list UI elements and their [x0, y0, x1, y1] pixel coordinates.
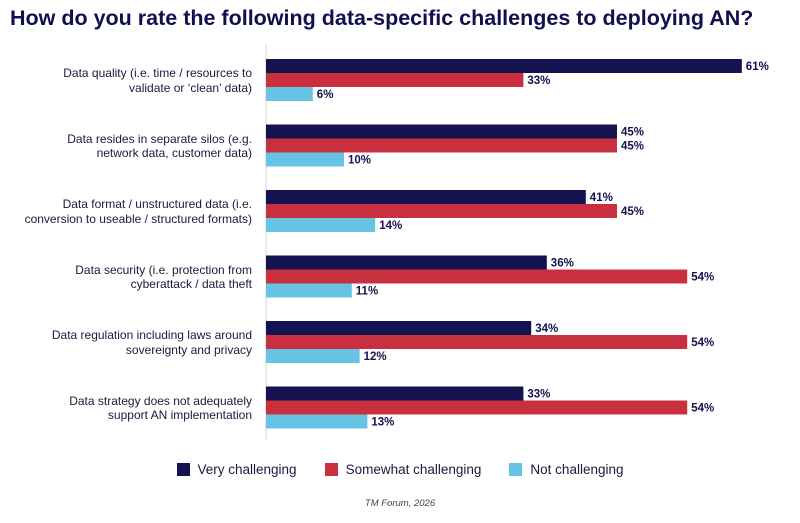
bar-somewhat-challenging — [266, 204, 617, 218]
bar-somewhat-challenging — [266, 73, 524, 87]
bar-very-challenging — [266, 124, 617, 139]
bar-very-challenging — [266, 190, 586, 204]
data-label: 12% — [364, 351, 387, 363]
legend: Very challenging Somewhat challenging No… — [0, 462, 800, 477]
category-label-line: support AN implementation — [107, 408, 252, 422]
bar-very-challenging — [266, 255, 547, 270]
category-label: Data strategy does not adequately support… — [8, 394, 252, 423]
category-label-line: Data strategy does not adequately — [69, 393, 252, 408]
data-label: 54% — [691, 403, 714, 415]
data-label: 45% — [621, 206, 644, 218]
category-label-line: conversion to useable / structured forma… — [24, 211, 252, 226]
bar-somewhat-challenging — [266, 138, 617, 153]
data-label: 33% — [527, 389, 550, 401]
data-label: 6% — [317, 89, 334, 101]
bar-not-challenging — [266, 414, 368, 429]
data-label: 36% — [551, 258, 574, 270]
category-label: Data resides in separate silos (e.g. netw… — [8, 132, 252, 161]
category-label-line: Data quality (i.e. time / resources to — [63, 66, 252, 80]
category-label-line: cyberattack / data theft — [130, 277, 252, 291]
bar-not-challenging — [266, 218, 376, 232]
data-label: 10% — [348, 155, 371, 167]
legend-label: Somewhat challenging — [345, 462, 482, 477]
data-label: 54% — [691, 337, 714, 349]
bar-not-challenging — [266, 349, 360, 363]
bar-very-challenging — [266, 59, 742, 73]
category-label-line: sovereignty and privacy — [125, 342, 252, 357]
category-label: Data regulation including laws around sov… — [8, 328, 252, 357]
chart-title: How do you rate the following data-speci… — [10, 6, 754, 30]
bar-not-challenging — [266, 283, 352, 298]
legend-swatch — [324, 463, 338, 476]
category-label-line: validate or ‘clean’ data) — [129, 80, 252, 95]
data-label: 45% — [621, 141, 644, 153]
bar-very-challenging — [266, 386, 524, 401]
data-label: 13% — [371, 417, 394, 429]
category-label: Data security (i.e. protection from cyber… — [8, 263, 252, 292]
data-label: 45% — [621, 127, 644, 139]
legend-swatch — [509, 463, 523, 476]
bar-not-challenging — [266, 87, 313, 101]
category-label: Data quality (i.e. time / resources to va… — [8, 66, 252, 95]
legend-label: Not challenging — [530, 462, 624, 477]
data-label: 61% — [746, 61, 769, 73]
category-label-line: Data security (i.e. protection from — [75, 262, 252, 277]
legend-item-somewhat-challenging: Somewhat challenging — [324, 462, 482, 477]
data-label: 54% — [691, 272, 714, 284]
category-label-line: Data format / unstructured data (i.e. — [62, 197, 252, 211]
category-label: Data format / unstructured data (i.e. con… — [8, 197, 252, 226]
source-note: TM Forum, 2026 — [364, 498, 436, 509]
legend-item-very-challenging: Very challenging — [176, 462, 297, 477]
data-label: 11% — [356, 286, 378, 298]
legend-swatch — [176, 463, 190, 476]
data-label: 34% — [535, 323, 558, 335]
legend-label: Very challenging — [197, 462, 297, 477]
bar-somewhat-challenging — [266, 400, 688, 415]
bar-very-challenging — [266, 321, 532, 335]
data-label: 33% — [527, 75, 550, 87]
data-label: 41% — [590, 192, 613, 204]
category-label-line: Data resides in separate silos (e.g. — [67, 131, 252, 146]
data-label: 14% — [379, 220, 402, 232]
legend-item-not-challenging: Not challenging — [509, 462, 624, 477]
bar-somewhat-challenging — [266, 335, 688, 349]
category-label-line: Data regulation including laws around — [51, 328, 252, 342]
category-label-line: network data, customer data) — [96, 146, 252, 160]
bar-not-challenging — [266, 152, 344, 167]
bar-somewhat-challenging — [266, 269, 688, 284]
